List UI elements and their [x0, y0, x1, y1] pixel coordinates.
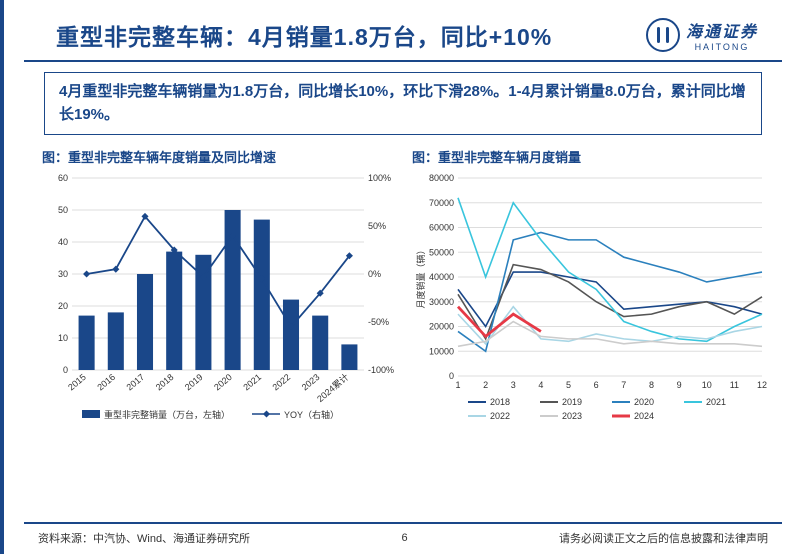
- svg-text:7: 7: [621, 380, 626, 390]
- slide: 重型非完整车辆：4月销量1.8万台，同比+10% 海通证券 HAITONG 4月…: [0, 0, 802, 554]
- svg-text:80000: 80000: [429, 173, 454, 183]
- svg-text:100%: 100%: [368, 173, 391, 183]
- svg-text:5: 5: [566, 380, 571, 390]
- svg-text:2018: 2018: [154, 372, 176, 393]
- svg-text:0: 0: [449, 371, 454, 381]
- svg-text:30: 30: [58, 269, 68, 279]
- svg-text:50%: 50%: [368, 221, 386, 231]
- logo: 海通证券 HAITONG: [646, 18, 758, 52]
- svg-text:2023: 2023: [300, 372, 322, 393]
- svg-text:2018: 2018: [490, 397, 510, 407]
- svg-text:1: 1: [455, 380, 460, 390]
- charts-row: 图：重型非完整车辆年度销量及同比增速 0102030405060-100%-50…: [4, 143, 802, 435]
- svg-text:50: 50: [58, 205, 68, 215]
- footer: 资料来源：中汽协、Wind、海通证券研究所 6 请务必阅读正文之后的信息披露和法…: [24, 522, 782, 554]
- svg-text:-50%: -50%: [368, 317, 389, 327]
- svg-text:6: 6: [594, 380, 599, 390]
- footer-disclaimer: 请务必阅读正文之后的信息披露和法律声明: [559, 530, 768, 546]
- svg-text:12: 12: [757, 380, 767, 390]
- svg-text:20000: 20000: [429, 322, 454, 332]
- svg-text:-100%: -100%: [368, 365, 394, 375]
- svg-text:0: 0: [63, 365, 68, 375]
- svg-text:40000: 40000: [429, 272, 454, 282]
- svg-text:2021: 2021: [241, 372, 263, 393]
- svg-text:11: 11: [730, 380, 739, 390]
- svg-text:2: 2: [483, 380, 488, 390]
- svg-text:30000: 30000: [429, 297, 454, 307]
- chart-left-title: 图：重型非完整车辆年度销量及同比增速: [42, 147, 402, 166]
- logo-cn: 海通证券: [686, 18, 758, 42]
- svg-text:2019: 2019: [562, 397, 582, 407]
- footer-source: 资料来源：中汽协、Wind、海通证券研究所: [38, 530, 250, 546]
- page-title: 重型非完整车辆：4月销量1.8万台，同比+10%: [56, 18, 552, 52]
- svg-text:重型非完整销量（万台，左轴）: 重型非完整销量（万台，左轴）: [104, 409, 230, 420]
- svg-text:10: 10: [702, 380, 712, 390]
- svg-text:60: 60: [58, 173, 68, 183]
- header: 重型非完整车辆：4月销量1.8万台，同比+10% 海通证券 HAITONG: [24, 0, 782, 62]
- svg-text:2020: 2020: [212, 372, 234, 393]
- logo-text: 海通证券 HAITONG: [686, 18, 758, 52]
- svg-text:8: 8: [649, 380, 654, 390]
- svg-text:2020: 2020: [634, 397, 654, 407]
- svg-text:40: 40: [58, 237, 68, 247]
- chart-left: 0 10 20 30 40 50 60 -100% -50% 0% 50% 100% 2015 2016 2…: [42, 170, 402, 430]
- chart-right-title: 图：重型非完整车辆月度销量: [412, 147, 772, 166]
- svg-text:2015: 2015: [66, 372, 88, 393]
- logo-icon: [646, 18, 680, 52]
- logo-en: HAITONG: [695, 42, 750, 52]
- svg-text:10000: 10000: [429, 346, 454, 356]
- svg-text:2022: 2022: [271, 372, 293, 393]
- svg-text:9: 9: [677, 380, 682, 390]
- chart-right: 0 10000 20000 30000 40000 50000 60000 70000 8000…: [412, 170, 772, 430]
- svg-text:2019: 2019: [183, 372, 205, 393]
- svg-text:4: 4: [538, 380, 543, 390]
- svg-text:20: 20: [58, 301, 68, 311]
- svg-text:3: 3: [511, 380, 516, 390]
- svg-text:YOY（右轴）: YOY（右轴）: [284, 409, 339, 420]
- chart-left-block: 图：重型非完整车辆年度销量及同比增速 0 10 20 30 40 50 60 -100% -50…: [42, 147, 402, 435]
- svg-text:0%: 0%: [368, 269, 381, 279]
- svg-text:2024: 2024: [634, 411, 654, 421]
- svg-text:70000: 70000: [429, 198, 454, 208]
- summary-box: 4月重型非完整车辆销量为1.8万台，同比增长10%，环比下滑28%。1-4月累计…: [44, 72, 762, 135]
- svg-text:2022: 2022: [490, 411, 510, 421]
- svg-text:2016: 2016: [95, 372, 117, 393]
- svg-text:60000: 60000: [429, 223, 454, 233]
- svg-text:2021: 2021: [706, 397, 726, 407]
- footer-page: 6: [401, 532, 407, 544]
- svg-text:2023: 2023: [562, 411, 582, 421]
- svg-text:2017: 2017: [125, 372, 147, 393]
- chart-right-block: 图：重型非完整车辆月度销量 0 10000 20000 30000 40000 50000…: [412, 147, 772, 435]
- svg-text:50000: 50000: [429, 247, 454, 257]
- svg-text:10: 10: [58, 333, 68, 343]
- svg-text:月度销量（辆）: 月度销量（辆）: [415, 245, 426, 308]
- svg-text:2024累计: 2024累计: [314, 371, 350, 404]
